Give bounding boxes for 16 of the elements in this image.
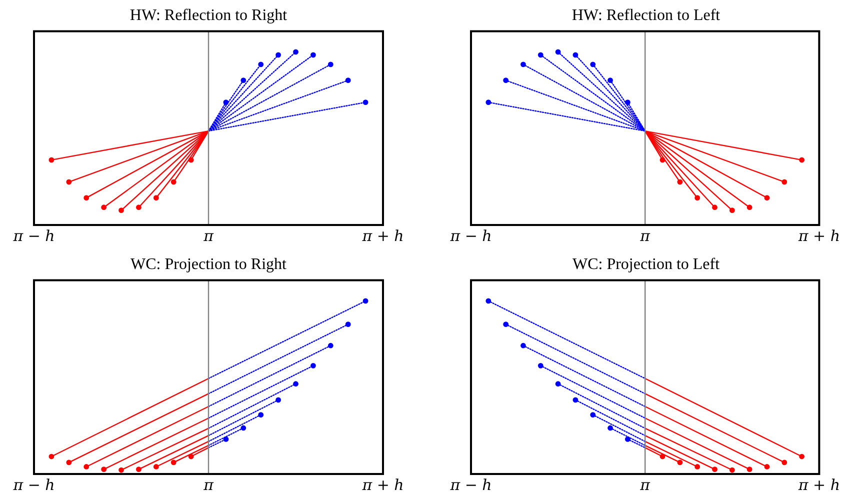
x-tick-label: π <box>639 226 652 245</box>
x-tick-label: π <box>202 226 215 245</box>
x-tick-label: π − h <box>12 476 55 494</box>
x-tick-label: π + h <box>361 476 404 494</box>
x-tick-label: π + h <box>361 226 404 245</box>
x-tick-label: π <box>202 476 215 494</box>
x-tick-label: π + h <box>797 226 840 245</box>
chart-title: WC: Projection to Left <box>572 256 720 273</box>
x-tick-label: π <box>639 476 652 494</box>
x-tick-label: π − h <box>449 226 492 245</box>
x-tick-label: π + h <box>797 476 840 494</box>
x-tick-label: π − h <box>449 476 492 494</box>
chart-title: HW: Reflection to Left <box>572 6 721 24</box>
x-tick-label: π − h <box>12 226 55 245</box>
chart-title: HW: Reflection to Right <box>130 6 288 24</box>
chart-title: WC: Projection to Right <box>130 256 288 273</box>
